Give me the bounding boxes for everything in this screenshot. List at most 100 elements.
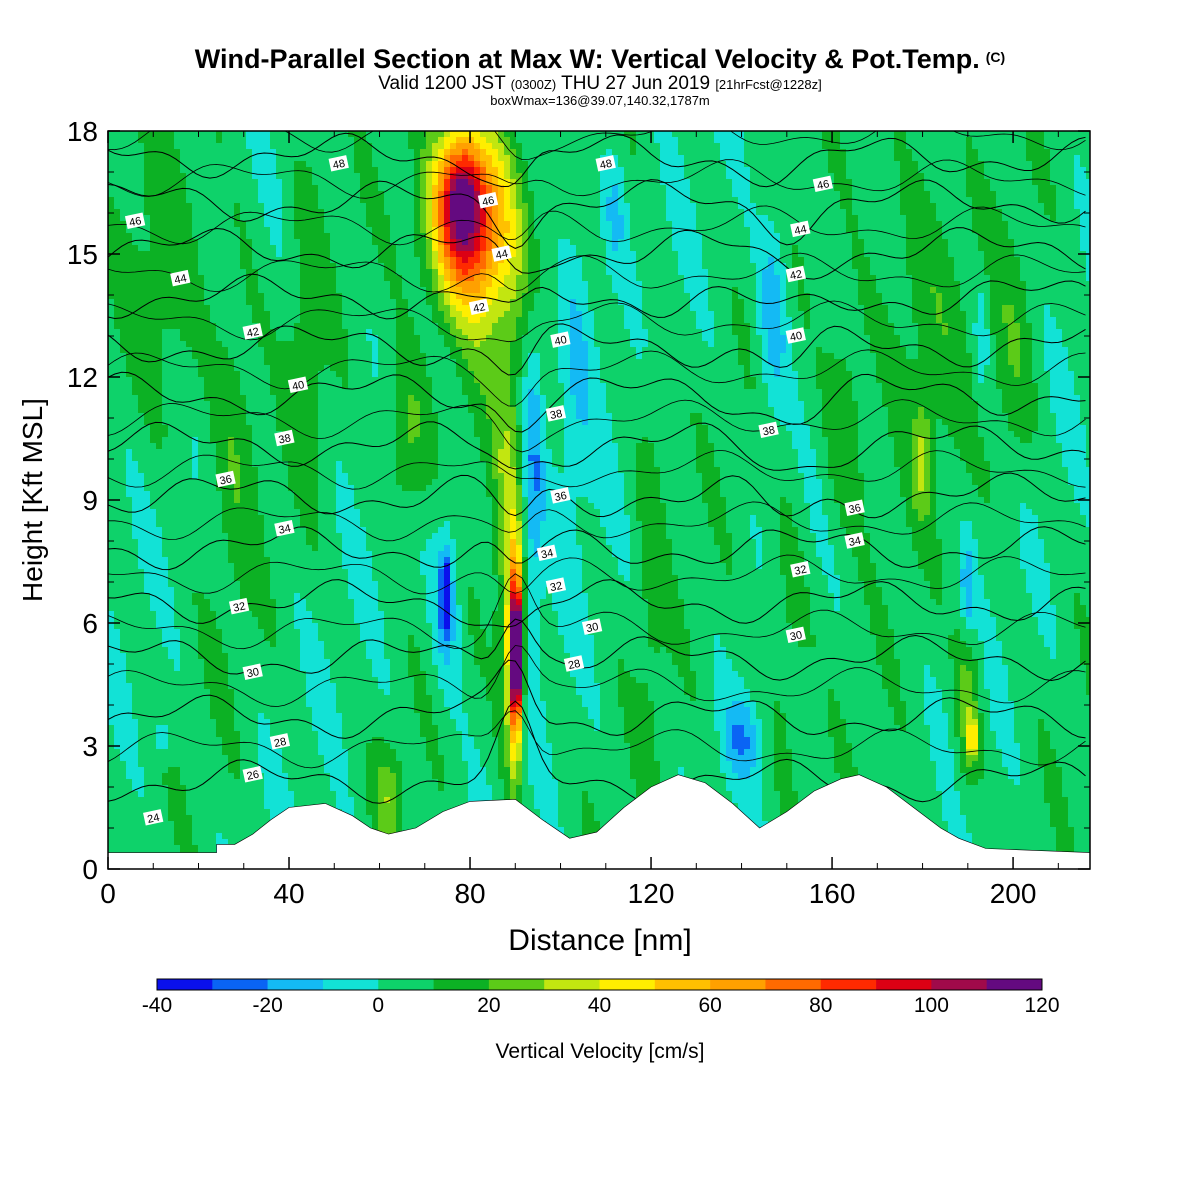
field-cell — [570, 155, 577, 162]
field-cell — [342, 191, 349, 198]
field-cell — [558, 155, 565, 162]
field-cell — [696, 179, 703, 186]
field-cell — [342, 131, 349, 138]
field-cell — [246, 143, 253, 150]
field-cell — [588, 149, 595, 156]
field-cell — [1014, 143, 1021, 150]
field-cell — [702, 179, 709, 186]
field-cell — [714, 131, 721, 138]
field-cell — [366, 161, 373, 168]
field-cell — [384, 149, 391, 156]
field-cell — [270, 161, 277, 168]
field-cell — [612, 191, 619, 198]
field-cell — [702, 137, 709, 144]
field-cell — [108, 197, 115, 204]
field-cell — [312, 167, 319, 174]
field-cell — [984, 143, 991, 150]
field-cell — [456, 143, 463, 150]
field-cell — [702, 143, 709, 150]
field-cell — [786, 167, 793, 174]
field-cell — [498, 161, 505, 168]
field-cell — [1026, 143, 1033, 150]
field-cell — [870, 167, 877, 174]
field-cell — [600, 191, 607, 198]
field-cell — [114, 191, 121, 198]
field-cell — [150, 167, 157, 174]
field-cell — [336, 173, 343, 180]
field-cell — [138, 131, 145, 138]
field-cell — [1026, 179, 1033, 186]
field-cell — [1026, 191, 1033, 198]
field-cell — [912, 137, 919, 144]
field-cell — [924, 137, 931, 144]
field-cell — [900, 131, 907, 138]
field-cell — [1032, 179, 1039, 186]
field-cell — [630, 167, 637, 174]
field-cell — [1074, 167, 1081, 174]
field-cell — [900, 191, 907, 198]
field-cell — [1038, 131, 1045, 138]
field-cell — [894, 167, 901, 174]
field-cell — [1050, 173, 1057, 180]
field-cell — [480, 143, 487, 150]
field-cell — [234, 185, 241, 192]
field-cell — [672, 173, 679, 180]
field-cell — [762, 179, 769, 186]
field-cell — [312, 161, 319, 168]
field-cell — [1062, 185, 1069, 192]
field-cell — [384, 137, 391, 144]
field-cell — [792, 131, 799, 138]
field-cell — [636, 149, 643, 156]
field-cell — [174, 143, 181, 150]
field-cell — [144, 131, 151, 138]
field-cell — [156, 173, 163, 180]
field-cell — [402, 167, 409, 174]
field-cell — [480, 131, 487, 138]
field-cell — [1008, 149, 1015, 156]
field-cell — [678, 155, 685, 162]
field-cell — [108, 161, 115, 168]
field-cell — [504, 191, 511, 198]
field-cell — [312, 155, 319, 162]
field-cell — [546, 167, 553, 174]
field-cell — [252, 179, 259, 186]
field-cell — [852, 167, 859, 174]
field-cell — [1050, 137, 1057, 144]
field-cell — [216, 143, 223, 150]
field-cell — [258, 167, 265, 174]
field-cell — [918, 191, 925, 198]
field-cell — [534, 173, 541, 180]
field-cell — [396, 191, 403, 198]
field-cell — [606, 173, 613, 180]
field-cell — [642, 137, 649, 144]
field-cell — [1014, 185, 1021, 192]
field-cell — [114, 173, 121, 180]
field-cell — [300, 143, 307, 150]
field-cell — [426, 143, 433, 150]
field-cell — [714, 137, 721, 144]
field-cell — [264, 155, 271, 162]
field-cell — [318, 155, 325, 162]
field-cell — [1044, 167, 1051, 174]
field-cell — [798, 179, 805, 186]
field-cell — [1068, 155, 1075, 162]
field-cell — [438, 179, 445, 186]
field-cell — [300, 161, 307, 168]
field-cell — [996, 191, 1003, 198]
field-cell — [744, 131, 751, 138]
field-cell — [504, 161, 511, 168]
field-cell — [1038, 185, 1045, 192]
field-cell — [888, 173, 895, 180]
field-cell — [240, 185, 247, 192]
field-cell — [174, 167, 181, 174]
field-cell — [978, 131, 985, 138]
field-cell — [948, 161, 955, 168]
field-cell — [660, 185, 667, 192]
field-cell — [984, 179, 991, 186]
field-cell — [684, 185, 691, 192]
field-cell — [984, 137, 991, 144]
field-cell — [114, 131, 121, 138]
field-cell — [120, 161, 127, 168]
field-cell — [840, 131, 847, 138]
field-cell — [420, 173, 427, 180]
